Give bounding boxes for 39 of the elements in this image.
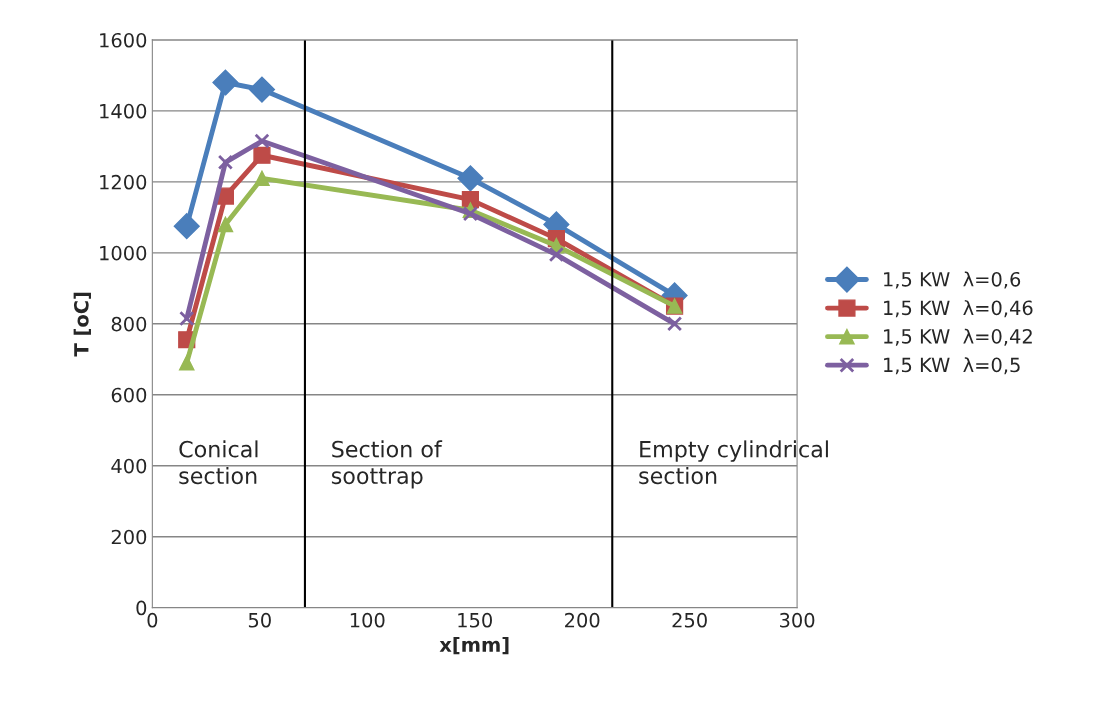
point (217, 216, 234, 233)
x-tick-label: 150 (458, 612, 492, 628)
legend-label: 1,5 KW λ=0,5 (884, 357, 1020, 375)
point (457, 165, 484, 192)
y-tick-label: 800 (111, 316, 147, 332)
point (666, 316, 683, 332)
point (212, 69, 239, 96)
point (173, 213, 200, 240)
x-tick-label: 200 (565, 612, 600, 628)
point (254, 133, 270, 149)
point (462, 206, 479, 222)
point (179, 310, 195, 327)
y-tick-label: 200 (111, 529, 147, 545)
y-tick-label: 1000 (100, 245, 147, 261)
y-tick-label: 0 (136, 600, 147, 616)
y-axis-title: T [oC] (73, 292, 91, 357)
y-tick-label: 1600 (100, 32, 147, 48)
legend-label: 1,5 KW λ=0,46 (884, 300, 1033, 318)
legend-label: 1,5 KW λ=0,42 (884, 328, 1032, 346)
point (253, 146, 271, 164)
point (254, 170, 270, 187)
y-tick-label: 600 (111, 387, 147, 403)
point (248, 76, 276, 103)
x-axis-title: x[mm] (439, 636, 509, 655)
x-tick-label: 50 (248, 612, 271, 628)
point (217, 154, 234, 170)
point (178, 355, 195, 371)
annotation: Conical section (179, 440, 258, 485)
y-tick-label: 400 (111, 458, 147, 474)
x-tick-label: 250 (672, 612, 707, 628)
annotation: Empty cylindrical section (639, 440, 828, 485)
x-tick-label: 100 (350, 612, 385, 628)
legend-label: 1,5 KW λ=0,6 (884, 271, 1021, 289)
annotation: Section of soottrap (331, 440, 443, 489)
x-tick-label: 300 (780, 612, 815, 628)
y-tick-label: 1200 (100, 174, 147, 190)
point (548, 246, 565, 263)
x-tick-label: 0 (147, 612, 158, 628)
y-tick-label: 1400 (100, 103, 147, 119)
